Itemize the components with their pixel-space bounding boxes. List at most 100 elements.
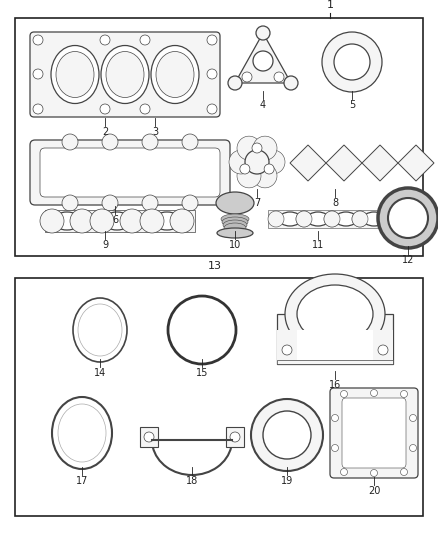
Circle shape xyxy=(332,415,339,422)
Circle shape xyxy=(253,51,273,71)
Circle shape xyxy=(70,209,94,233)
Ellipse shape xyxy=(53,212,81,230)
Circle shape xyxy=(120,209,144,233)
Circle shape xyxy=(252,143,262,153)
Ellipse shape xyxy=(222,217,248,227)
Circle shape xyxy=(33,104,43,114)
Ellipse shape xyxy=(56,52,94,98)
Text: 2: 2 xyxy=(102,127,108,137)
Ellipse shape xyxy=(101,45,149,103)
Polygon shape xyxy=(326,145,362,181)
Circle shape xyxy=(284,76,298,90)
Text: 17: 17 xyxy=(76,476,88,486)
Circle shape xyxy=(340,391,347,398)
Text: 3: 3 xyxy=(152,127,158,137)
Circle shape xyxy=(33,35,43,45)
Text: 1: 1 xyxy=(326,0,333,10)
Circle shape xyxy=(268,211,284,227)
Circle shape xyxy=(322,32,382,92)
Ellipse shape xyxy=(297,285,373,343)
Text: 14: 14 xyxy=(94,368,106,378)
Circle shape xyxy=(388,198,428,238)
Bar xyxy=(15,278,423,516)
Circle shape xyxy=(144,432,154,442)
Circle shape xyxy=(410,445,417,451)
Bar xyxy=(268,210,398,228)
Circle shape xyxy=(182,134,198,150)
Text: 8: 8 xyxy=(332,198,338,208)
Circle shape xyxy=(140,209,164,233)
Circle shape xyxy=(182,195,198,211)
FancyBboxPatch shape xyxy=(342,398,406,468)
Circle shape xyxy=(100,104,110,114)
Text: 16: 16 xyxy=(329,380,341,390)
Circle shape xyxy=(274,72,284,82)
Text: 20: 20 xyxy=(368,486,380,496)
Circle shape xyxy=(324,211,340,227)
Text: 10: 10 xyxy=(229,240,241,250)
Circle shape xyxy=(251,399,323,471)
Ellipse shape xyxy=(151,45,199,103)
Bar xyxy=(297,330,373,364)
FancyBboxPatch shape xyxy=(40,148,220,197)
Ellipse shape xyxy=(51,45,99,103)
Circle shape xyxy=(240,164,250,174)
Text: 11: 11 xyxy=(312,240,324,250)
Ellipse shape xyxy=(156,52,194,98)
Circle shape xyxy=(253,164,277,188)
FancyBboxPatch shape xyxy=(30,32,220,117)
Text: 5: 5 xyxy=(349,100,355,110)
Circle shape xyxy=(400,391,407,398)
Circle shape xyxy=(371,470,378,477)
Circle shape xyxy=(378,188,438,248)
Bar xyxy=(277,314,393,364)
Ellipse shape xyxy=(103,212,131,230)
Ellipse shape xyxy=(73,298,127,362)
Circle shape xyxy=(264,164,274,174)
Bar xyxy=(277,360,393,364)
Text: 7: 7 xyxy=(254,198,260,208)
Ellipse shape xyxy=(153,212,181,230)
Ellipse shape xyxy=(217,228,253,238)
Ellipse shape xyxy=(221,214,249,224)
Text: 18: 18 xyxy=(186,476,198,486)
FancyBboxPatch shape xyxy=(330,388,418,478)
Polygon shape xyxy=(235,33,291,83)
Circle shape xyxy=(334,44,370,80)
Ellipse shape xyxy=(335,212,357,226)
Bar xyxy=(15,18,423,256)
Text: 12: 12 xyxy=(402,255,414,265)
Ellipse shape xyxy=(52,397,112,469)
Circle shape xyxy=(140,35,150,45)
Ellipse shape xyxy=(106,52,144,98)
Bar xyxy=(140,427,158,447)
Ellipse shape xyxy=(78,304,122,356)
Circle shape xyxy=(324,211,340,227)
Circle shape xyxy=(62,195,78,211)
Circle shape xyxy=(332,445,339,451)
Circle shape xyxy=(229,150,253,174)
Ellipse shape xyxy=(307,212,329,226)
Polygon shape xyxy=(362,145,398,181)
Ellipse shape xyxy=(363,212,385,226)
Circle shape xyxy=(253,136,277,160)
Bar xyxy=(45,210,195,232)
Circle shape xyxy=(261,150,285,174)
Circle shape xyxy=(168,296,236,364)
Circle shape xyxy=(207,69,217,79)
Polygon shape xyxy=(290,145,326,181)
Circle shape xyxy=(100,35,110,45)
Text: 6: 6 xyxy=(112,215,118,225)
Circle shape xyxy=(207,35,217,45)
Circle shape xyxy=(237,164,261,188)
Polygon shape xyxy=(398,145,434,181)
Circle shape xyxy=(242,72,252,82)
Circle shape xyxy=(340,469,347,475)
Circle shape xyxy=(142,195,158,211)
Circle shape xyxy=(90,209,114,233)
Bar xyxy=(226,427,244,447)
Ellipse shape xyxy=(285,274,385,354)
Circle shape xyxy=(380,211,396,227)
Circle shape xyxy=(282,345,292,355)
Text: 4: 4 xyxy=(260,100,266,110)
